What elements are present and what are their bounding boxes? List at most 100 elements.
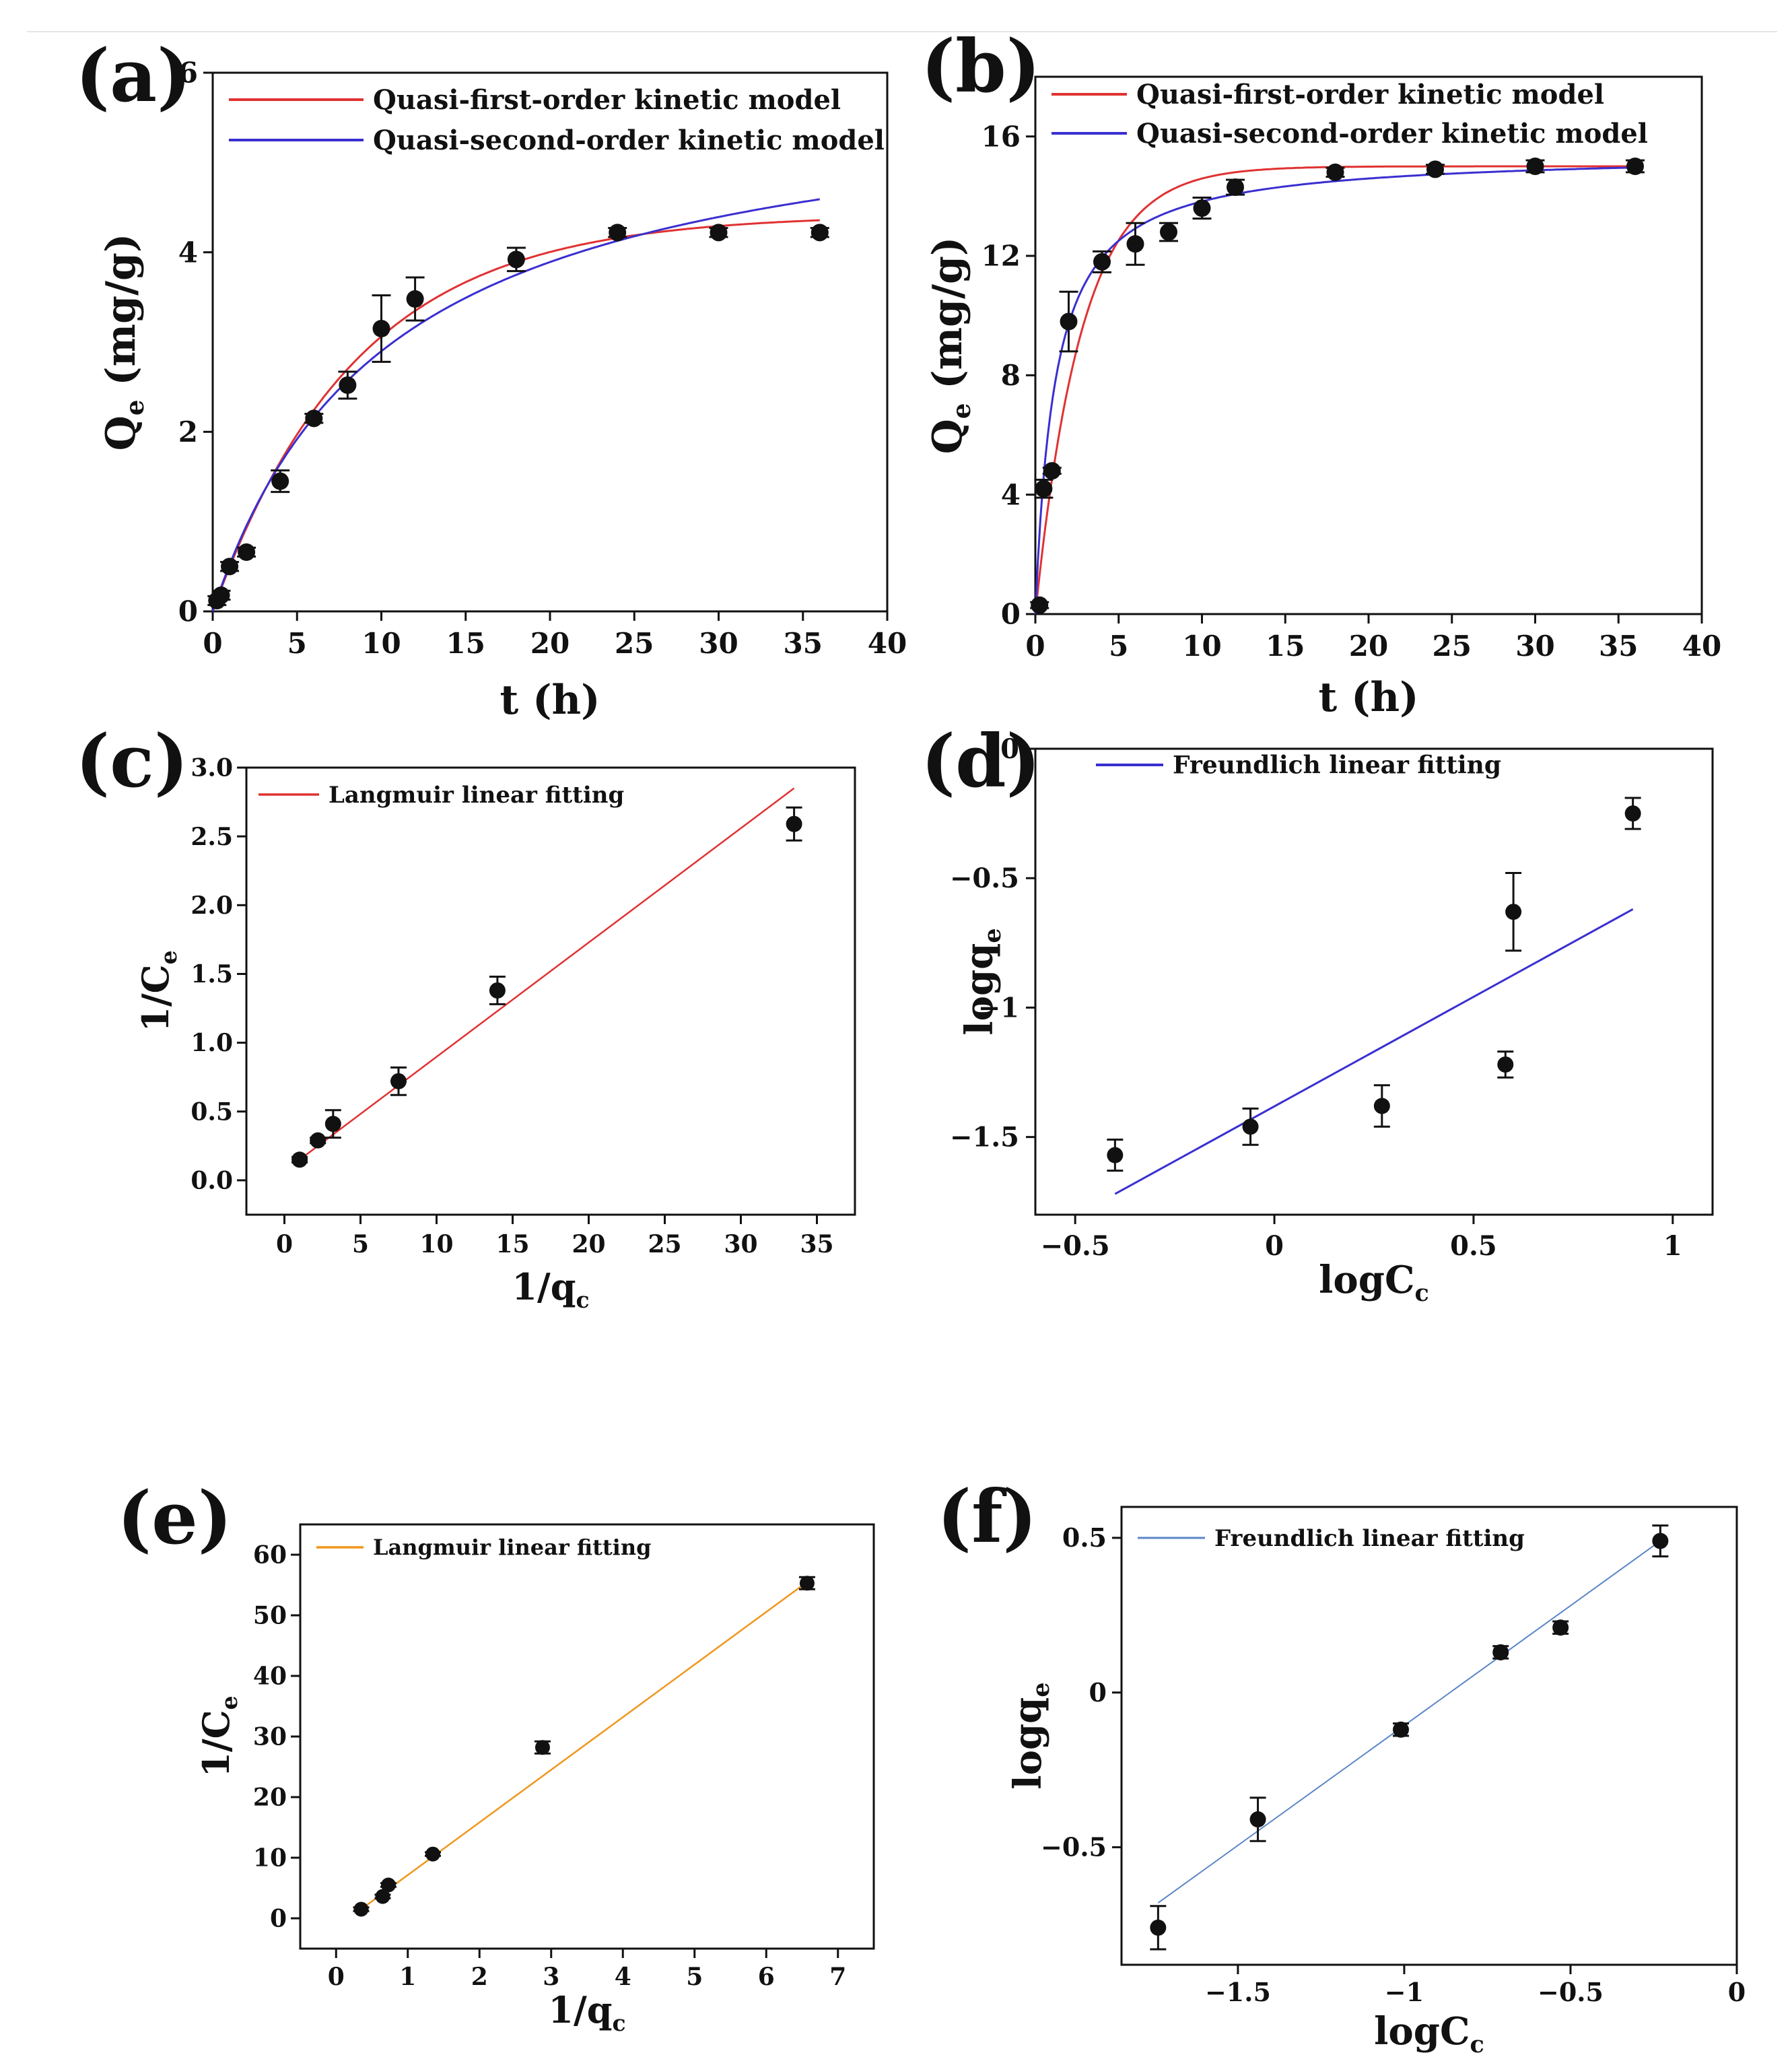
panel-label: (b) (921, 24, 1041, 109)
x-tick-label: 15 (1266, 630, 1305, 663)
data-point (406, 290, 424, 308)
x-tick-label: 0 (1728, 1977, 1746, 2007)
data-point (221, 558, 239, 576)
x-tick-label: 40 (868, 627, 907, 660)
x-tick-label: 5 (287, 627, 307, 660)
x-tick-label: 30 (724, 1230, 757, 1258)
y-tick-label: 50 (253, 1602, 287, 1630)
y-tick-label: 16 (981, 120, 1021, 153)
y-tick-label: 60 (253, 1541, 287, 1570)
x-tick-label: 0.5 (1450, 1230, 1497, 1262)
data-point (238, 543, 256, 561)
y-tick-label: −1 (978, 992, 1019, 1023)
legend-label: Quasi-second-order kinetic model (1136, 118, 1648, 149)
data-point (1093, 252, 1111, 271)
x-tick-label: 7 (829, 1963, 846, 1991)
x-tick-label: −1.5 (1205, 1977, 1271, 2007)
x-tick-label: 20 (572, 1230, 605, 1258)
data-point (339, 376, 357, 394)
y-tick-label: 2 (178, 415, 198, 448)
y-tick-label: 4 (178, 236, 198, 269)
x-tick-label: −0.5 (1041, 1230, 1110, 1262)
legend-label: Freundlich linear fitting (1214, 1525, 1525, 1552)
y-tick-label: 10 (253, 1844, 287, 1873)
data-point (291, 1151, 308, 1168)
x-tick-label: 5 (352, 1230, 369, 1258)
plot-frame (1034, 75, 1703, 615)
x-tick-label: 5 (686, 1963, 703, 1991)
y-axis-title: logqe (1006, 1682, 1055, 1789)
data-point (1326, 163, 1344, 181)
x-axis-title: 1/qc (548, 1988, 625, 2036)
chart-d: (d) −0.5 0 0.5 1 −1.5 −1 −0.5 0 logCc logqe Freundl… (921, 719, 1714, 1307)
data-point (1227, 178, 1244, 197)
panel-label: (d) (921, 719, 1041, 804)
x-tick-label: 30 (699, 627, 738, 660)
data-point (1626, 158, 1644, 175)
y-axis-title: Qe (mg/g) (924, 237, 976, 454)
legend-label: Freundlich linear fitting (1173, 751, 1501, 780)
x-tick-label: 25 (648, 1230, 681, 1258)
data-point (1242, 1118, 1259, 1135)
y-tick-label: 0 (1089, 1677, 1107, 1708)
y-tick-label: 2.5 (191, 823, 233, 851)
panel-label: (c) (75, 719, 188, 804)
data-point (786, 815, 802, 832)
x-tick-label: 35 (800, 1230, 833, 1258)
data-point (1624, 805, 1641, 822)
legend-label: Quasi-first-order kinetic model (373, 84, 841, 116)
series-line-1 (360, 1581, 808, 1910)
x-tick-label: 1 (1663, 1230, 1682, 1262)
y-tick-label: 12 (981, 240, 1021, 273)
y-tick-label: −0.5 (950, 863, 1019, 894)
y-tick-label: 1.0 (191, 1029, 233, 1057)
x-tick-label: 20 (1349, 630, 1388, 663)
data-point (1043, 462, 1061, 480)
data-point (1060, 312, 1078, 331)
x-axis-title: t (h) (1318, 674, 1418, 721)
plot-frame (1120, 1506, 1738, 1966)
x-tick-label: 10 (1182, 630, 1221, 663)
data-point (375, 1889, 390, 1904)
y-axis-title: 1/Ce (195, 1695, 242, 1777)
series-line-1 (1114, 908, 1634, 1195)
y-tick-label: 40 (253, 1662, 287, 1691)
y-tick-label: 0 (1001, 598, 1021, 631)
chart-a: (a) 0 5 10 15 20 25 30 35 40 0 2 4 6 t (h) Qe (mg/g) Qua… (75, 34, 907, 724)
data-point (1526, 158, 1544, 175)
x-tick-label: 25 (1433, 630, 1472, 663)
data-point (1249, 1811, 1266, 1828)
x-tick-label: 0 (203, 627, 222, 660)
x-axis-title: logCc (1374, 2009, 1484, 2055)
data-point (710, 224, 728, 242)
data-point (1393, 1721, 1410, 1738)
chart-f: (f) −1.5 −1 −0.5 0 −0.5 0 0.5 logCc logqe Freundli… (937, 1475, 1746, 2055)
data-point (1150, 1919, 1167, 1936)
chart-c: (c) 0 5 10 15 20 25 30 35 0.0 0.5 1.0 1.5 2.0 2.5 3.0 1/… (75, 719, 856, 1313)
data-point (609, 224, 627, 242)
data-point (1492, 1644, 1509, 1660)
y-tick-label: 0 (1000, 733, 1019, 765)
series-line-1 (299, 787, 795, 1161)
data-point (372, 320, 390, 337)
x-axis-title: logCc (1319, 1258, 1429, 1307)
x-tick-label: 1 (399, 1963, 416, 1991)
data-point (1193, 199, 1211, 217)
series-line-1 (211, 219, 820, 612)
data-point (1160, 223, 1177, 241)
x-tick-label: 35 (784, 627, 823, 660)
y-tick-label: 0.5 (191, 1098, 233, 1126)
data-point (1126, 235, 1144, 253)
chart-e: (e) 0 1 2 3 4 5 6 7 0 10 20 30 40 50 60 1/qc 1/Ce Langmuir… (117, 1476, 875, 2036)
data-point (324, 1116, 341, 1133)
x-tick-label: 6 (758, 1963, 775, 1991)
data-point (305, 409, 323, 428)
data-point (1497, 1056, 1514, 1073)
x-axis-title: t (h) (499, 677, 600, 724)
data-point (353, 1901, 369, 1917)
data-point (425, 1846, 441, 1862)
data-point (390, 1073, 407, 1089)
x-tick-label: 40 (1682, 630, 1721, 663)
top-divider (27, 31, 1777, 32)
y-tick-label: 6 (178, 57, 198, 90)
